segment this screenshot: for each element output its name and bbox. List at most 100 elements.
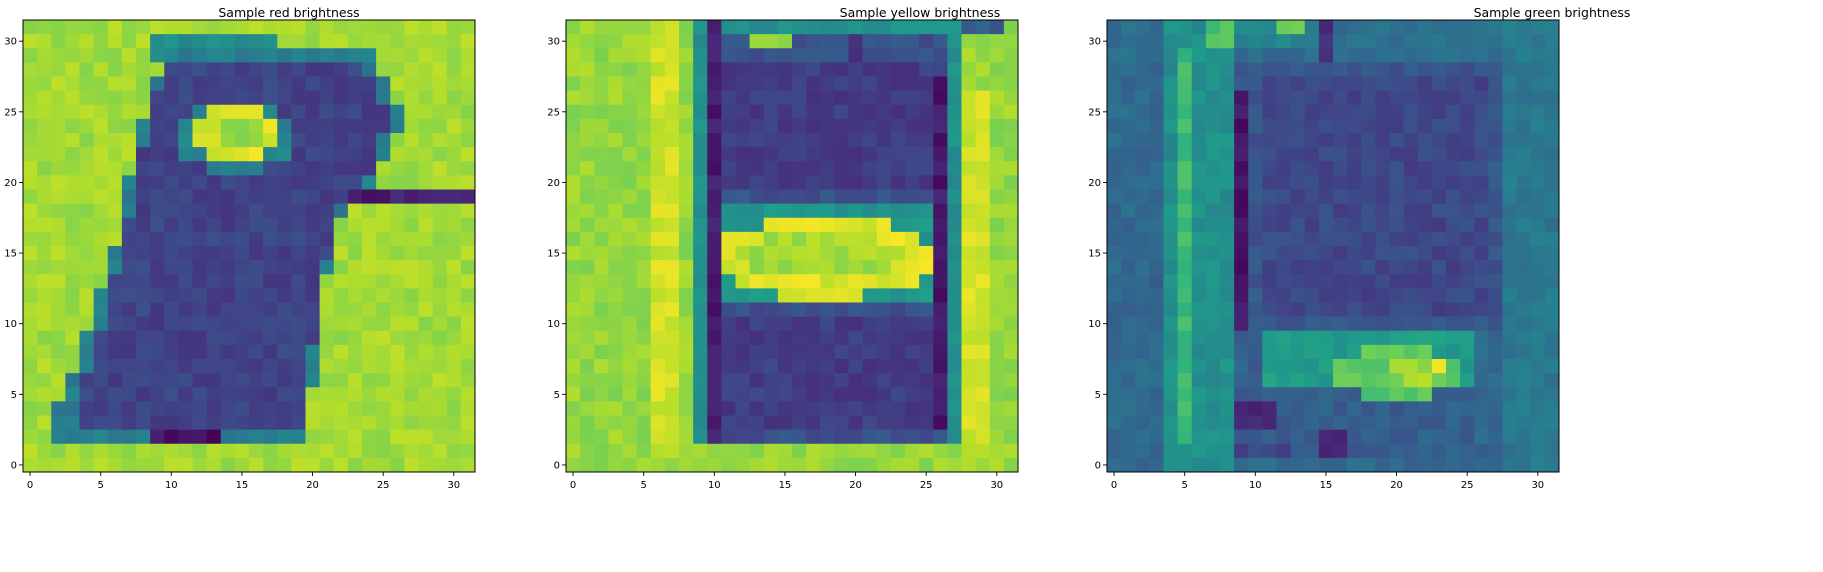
heatmap-cell <box>333 189 349 204</box>
heatmap-cell <box>51 429 66 445</box>
heatmap-cell <box>23 330 38 346</box>
heatmap-cell <box>664 246 680 261</box>
heatmap-cell <box>594 443 609 459</box>
heatmap-cell <box>291 34 306 49</box>
heatmap-cell <box>37 359 52 374</box>
heatmap-cell <box>206 302 222 317</box>
heatmap-cell <box>291 457 306 473</box>
heatmap-cell <box>961 344 976 360</box>
heatmap-cell <box>834 415 849 430</box>
heatmap-cell <box>608 387 623 402</box>
heatmap-cell <box>1516 401 1532 416</box>
heatmap-cell <box>975 147 991 162</box>
heatmap-cell <box>178 330 193 346</box>
heatmap-cell <box>1003 330 1019 346</box>
heatmap-cell <box>763 260 779 275</box>
heatmap-cell <box>566 443 581 459</box>
heatmap-cell <box>1403 443 1419 459</box>
heatmap-cell <box>1361 189 1376 204</box>
heatmap-cell <box>650 34 666 49</box>
heatmap-cell <box>721 246 736 261</box>
heatmap-cell <box>636 90 652 106</box>
heatmap-cell <box>1333 161 1348 176</box>
heatmap-cell <box>305 246 320 261</box>
heatmap-cell <box>1516 175 1532 190</box>
heatmap-cell <box>376 104 391 120</box>
heatmap-cell <box>1163 189 1178 204</box>
heatmap-cell <box>1276 344 1291 360</box>
heatmap-cell <box>121 288 137 303</box>
heatmap-cell <box>362 359 377 374</box>
heatmap-cell <box>1135 118 1150 134</box>
heatmap-cell <box>390 457 405 473</box>
heatmap-cell <box>664 231 680 247</box>
heatmap-cell <box>23 457 38 473</box>
heatmap-cell <box>890 415 906 430</box>
heatmap-cell <box>749 443 765 459</box>
heatmap-cell <box>107 443 123 459</box>
heatmap-cell <box>933 48 948 63</box>
heatmap-cell <box>432 118 448 134</box>
heatmap-cell <box>1318 429 1334 445</box>
heatmap-cell <box>1248 274 1263 289</box>
heatmap-cell <box>432 34 448 49</box>
heatmap-cell <box>679 161 694 176</box>
heatmap-cell <box>862 48 878 63</box>
y-tick-label: 15 <box>1088 249 1101 260</box>
heatmap-cell <box>848 20 863 35</box>
heatmap-cell <box>905 330 920 346</box>
heatmap-cell <box>37 147 52 162</box>
heatmap-cell <box>1502 118 1517 134</box>
heatmap-cell <box>376 217 391 233</box>
heatmap-cell <box>206 175 222 190</box>
heatmap-cell <box>679 133 694 148</box>
heatmap-cell <box>1488 175 1503 190</box>
heatmap-cell <box>777 133 793 148</box>
heatmap-cell <box>735 48 750 63</box>
heatmap-cell <box>975 175 991 190</box>
heatmap-cell <box>136 373 151 388</box>
heatmap-cell <box>1474 147 1489 162</box>
heatmap-cell <box>150 316 165 332</box>
heatmap-cell <box>263 104 278 120</box>
heatmap-cell <box>1149 189 1164 204</box>
heatmap-cell <box>1205 415 1221 430</box>
heatmap-cell <box>93 189 109 204</box>
heatmap-cell <box>1205 330 1221 346</box>
heatmap-cell <box>961 246 976 261</box>
heatmap-cell <box>608 175 623 190</box>
heatmap-cell <box>1234 415 1249 430</box>
x-tick-label: 20 <box>306 480 319 491</box>
heatmap-cell <box>79 217 94 233</box>
heatmap-cell <box>622 133 637 148</box>
heatmap-cell <box>1135 373 1150 388</box>
heatmap-cell <box>1135 302 1150 317</box>
heatmap-cell <box>418 34 433 49</box>
heatmap-cell <box>1530 161 1546 176</box>
heatmap-cell <box>989 76 1005 91</box>
heatmap-cell <box>1361 415 1376 430</box>
heatmap-cell <box>905 359 920 374</box>
heatmap-cell <box>206 62 222 77</box>
heatmap-cell <box>1375 288 1390 303</box>
heatmap-cell <box>947 330 962 346</box>
heatmap-cell <box>735 415 750 430</box>
heatmap-cell <box>1177 288 1193 303</box>
heatmap-cell <box>1003 161 1019 176</box>
heatmap-cell <box>848 330 863 346</box>
heatmap-cell <box>862 316 878 332</box>
heatmap-cell <box>664 330 680 346</box>
heatmap-cell <box>136 133 151 148</box>
heatmap-cell <box>636 118 652 134</box>
heatmap-cell <box>636 415 652 430</box>
heatmap-cell <box>806 217 821 233</box>
heatmap-cell <box>1502 189 1517 204</box>
heatmap-cell <box>37 457 52 473</box>
heatmap-cell <box>806 288 821 303</box>
heatmap-cell <box>1276 387 1291 402</box>
heatmap-cell <box>763 288 779 303</box>
heatmap-cell <box>989 231 1005 247</box>
heatmap-cell <box>107 401 123 416</box>
heatmap-cell <box>664 76 680 91</box>
